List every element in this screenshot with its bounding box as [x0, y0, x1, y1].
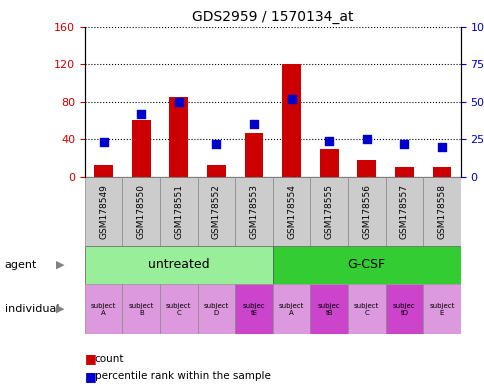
Text: subject
C: subject C — [166, 303, 191, 316]
Bar — [385, 177, 422, 246]
Text: agent: agent — [5, 260, 37, 270]
Point — [400, 141, 408, 147]
Point — [437, 144, 445, 150]
Bar — [272, 246, 460, 284]
Bar — [394, 167, 413, 177]
Point — [212, 141, 220, 147]
Point — [325, 137, 333, 144]
Bar — [207, 166, 226, 177]
Bar — [310, 177, 347, 246]
Text: ■: ■ — [85, 353, 96, 366]
Bar — [94, 166, 113, 177]
Text: untreated: untreated — [148, 258, 209, 271]
Bar — [272, 284, 310, 334]
Text: count: count — [94, 354, 124, 364]
Bar — [197, 284, 235, 334]
Bar — [85, 246, 272, 284]
Bar — [347, 284, 385, 334]
Point — [175, 99, 182, 105]
Text: subject
A: subject A — [278, 303, 303, 316]
Bar — [122, 284, 160, 334]
Bar — [235, 284, 272, 334]
Text: GSM178549: GSM178549 — [99, 184, 108, 238]
Point — [100, 139, 107, 145]
Text: subjec
tE: subjec tE — [242, 303, 265, 316]
Point — [250, 121, 257, 127]
Text: percentile rank within the sample: percentile rank within the sample — [94, 371, 270, 381]
Text: ▶: ▶ — [56, 304, 64, 314]
Bar — [422, 284, 460, 334]
Text: GSM178552: GSM178552 — [212, 184, 221, 238]
Text: subject
A: subject A — [91, 303, 116, 316]
Text: ▶: ▶ — [56, 260, 64, 270]
Bar — [272, 177, 310, 246]
Text: subject
C: subject C — [353, 303, 378, 316]
Bar — [169, 97, 188, 177]
Text: GSM178551: GSM178551 — [174, 184, 183, 239]
Text: GSM178557: GSM178557 — [399, 184, 408, 239]
Text: GSM178556: GSM178556 — [362, 184, 371, 239]
Bar — [385, 284, 422, 334]
Text: subjec
tB: subjec tB — [317, 303, 340, 316]
Text: subject
B: subject B — [128, 303, 153, 316]
Text: individual: individual — [5, 304, 59, 314]
Point — [137, 111, 145, 117]
Text: subject
E: subject E — [428, 303, 454, 316]
Bar — [197, 177, 235, 246]
Bar — [85, 177, 122, 246]
Bar — [235, 177, 272, 246]
Bar — [132, 121, 151, 177]
Bar — [422, 177, 460, 246]
Bar — [244, 132, 263, 177]
Bar — [160, 177, 197, 246]
Text: GSM178558: GSM178558 — [437, 184, 446, 239]
Title: GDS2959 / 1570134_at: GDS2959 / 1570134_at — [192, 10, 353, 25]
Text: subject
D: subject D — [203, 303, 228, 316]
Bar — [282, 64, 301, 177]
Bar — [357, 160, 376, 177]
Bar — [122, 177, 160, 246]
Text: GSM178553: GSM178553 — [249, 184, 258, 239]
Bar — [347, 177, 385, 246]
Text: G-CSF: G-CSF — [347, 258, 385, 271]
Bar — [85, 284, 122, 334]
Bar — [319, 149, 338, 177]
Bar — [310, 284, 347, 334]
Bar — [432, 167, 451, 177]
Bar — [160, 284, 197, 334]
Text: subjec
tD: subjec tD — [392, 303, 415, 316]
Point — [287, 96, 295, 102]
Text: GSM178554: GSM178554 — [287, 184, 296, 238]
Text: GSM178550: GSM178550 — [136, 184, 146, 239]
Text: ■: ■ — [85, 370, 96, 383]
Point — [362, 136, 370, 142]
Text: GSM178555: GSM178555 — [324, 184, 333, 239]
